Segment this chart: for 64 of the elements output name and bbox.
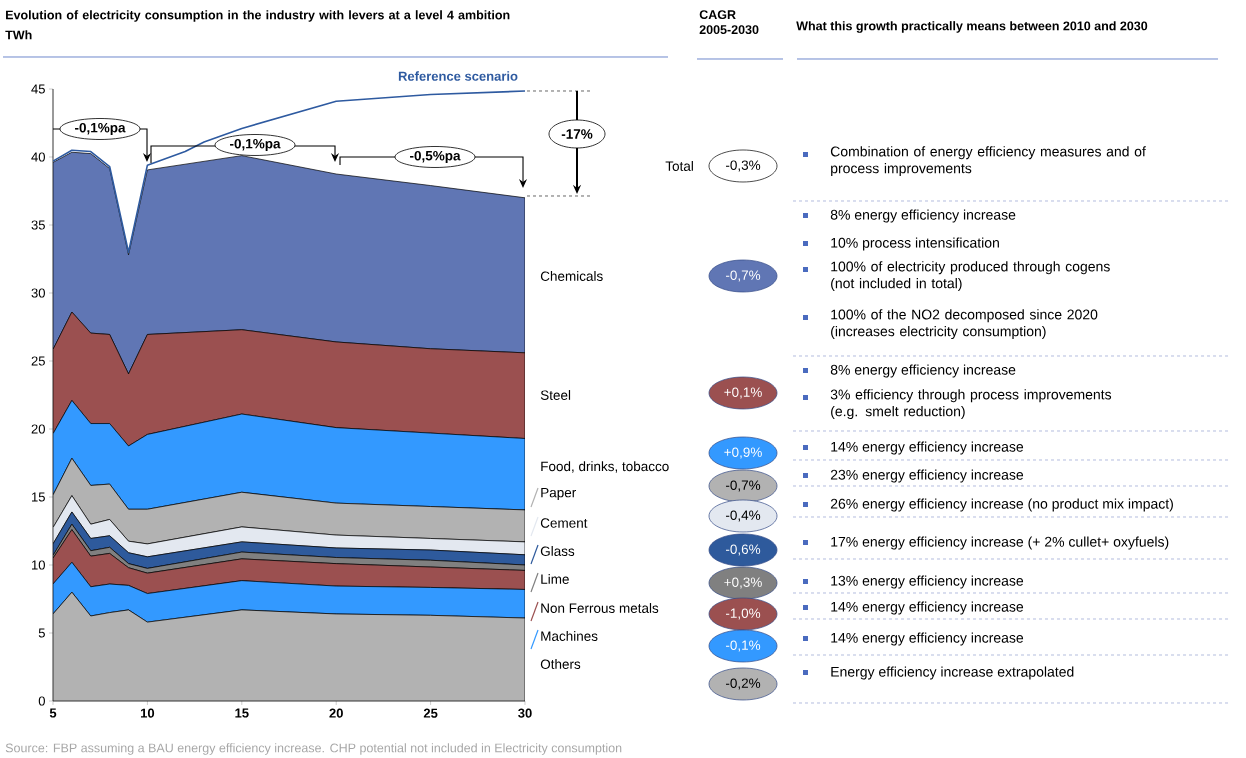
annotation: -0,1%pa (230, 138, 281, 152)
text: +0,3% (724, 577, 762, 589)
source-note: Source: FBP assuming a BAU energy efficiency increase. CHP potential not included in Electricity consumption (5, 743, 622, 755)
y-tick-label: 0 (38, 696, 45, 706)
y-tick-label: 45 (31, 84, 45, 94)
x-tick-label: 10 (140, 708, 155, 718)
text: 100% of the NO2 decomposed since 2020 (increases electricity consumption) (831, 309, 1098, 340)
y-tick-label: 35 (31, 220, 45, 230)
y-axis-title: TWh (5, 30, 32, 40)
y-tick-label: 20 (31, 424, 45, 434)
text: What this growth practically means between 2010 and 2030 (796, 21, 1148, 33)
text: CAGR 2005-2030 (699, 10, 759, 35)
text: 10% process intensification (831, 237, 999, 251)
legend-label: Non Ferrous metals (541, 603, 659, 613)
annotation: -0,5%pa (410, 150, 461, 164)
text: +0,1% (724, 387, 762, 399)
text: 100% of electricity produced through cogens (not included in total) (831, 261, 1110, 292)
text: -0,1% (725, 640, 761, 652)
text: -17% (561, 129, 593, 139)
text: -0,2% (725, 678, 761, 690)
y-tick-label: 5 (38, 628, 45, 638)
x-tick-label: 25 (423, 708, 438, 718)
text: 17% energy efficiency increase (+ 2% cullet+ oxyfuels) (831, 536, 1169, 550)
legend-label: Machines (541, 631, 598, 641)
y-tick-label: 15 (32, 492, 45, 502)
legend-label: Lime (541, 574, 569, 584)
text: 14% energy efficiency increase (831, 601, 1024, 615)
legend-label: Glass (540, 546, 575, 556)
text: 14% energy efficiency increase (831, 632, 1024, 646)
x-tick-label: 30 (518, 708, 532, 718)
text: -1,0% (725, 608, 761, 620)
text: -0,3% (725, 160, 761, 172)
text: +0,9% (724, 447, 762, 459)
x-tick-label: 15 (235, 708, 249, 718)
legend-label: Cement (540, 518, 588, 528)
y-tick-label: 25 (31, 356, 45, 366)
text: 23% energy efficiency increase (830, 469, 1024, 483)
y-tick-label: 10 (32, 560, 45, 570)
text: -0,4% (725, 510, 761, 522)
text: 14% energy efficiency increase (831, 441, 1024, 455)
text: 13% energy efficiency increase (831, 575, 1024, 589)
text: Total (665, 161, 693, 171)
line-series (53, 90, 526, 253)
legend-label: Paper (541, 487, 576, 501)
text: 8% energy efficiency increase (830, 364, 1016, 378)
y-tick-label: 40 (31, 152, 45, 162)
y-tick-label: 30 (31, 288, 45, 298)
annotation: -0,1%pa (75, 122, 126, 136)
series-label: Chemicals (540, 271, 603, 281)
x-tick-label: 20 (329, 708, 343, 718)
x-tick-label: 5 (49, 708, 57, 718)
series-label: Others (540, 659, 581, 669)
text: Energy efficiency increase extrapolated (831, 666, 1074, 680)
text: 8% energy efficiency increase (830, 209, 1016, 223)
chart-title: Evolution of electricity consumption in the industry with levers at a level 4 ambition (6, 10, 510, 22)
text: -0,6% (725, 544, 761, 556)
text: 3% efficiency through process improvements (e.g. smelt reduction) (830, 389, 1112, 420)
text: -0,7% (725, 480, 761, 492)
series-label: Food, drinks, tobacco (541, 461, 669, 473)
series-label: Steel (540, 390, 571, 400)
text: Combination of energy efficiency measures and of process improvements (830, 146, 1146, 177)
text: 26% energy efficiency increase (no product mix impact) (830, 498, 1173, 512)
text: -0,7% (725, 270, 761, 282)
series-label: Reference scenario (398, 71, 518, 81)
